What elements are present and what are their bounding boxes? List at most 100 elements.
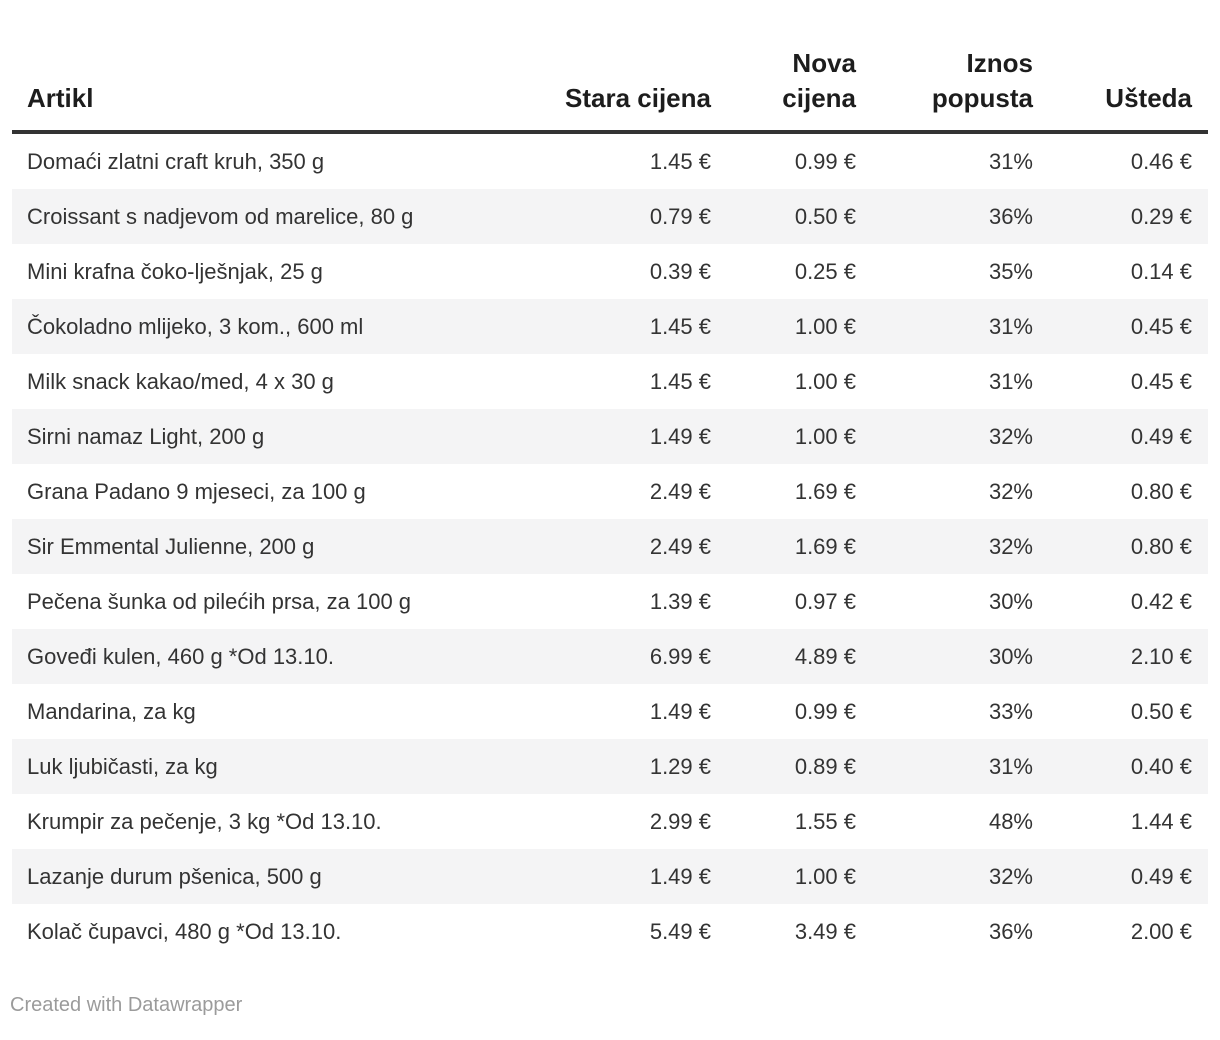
table-row: Sir Emmental Julienne, 200 g 2.49 € 1.69 €… <box>12 519 1208 574</box>
table-row: Sirni namaz Light, 200 g 1.49 € 1.00 € 32% 0… <box>12 409 1208 464</box>
table-row: Goveđi kulen, 460 g *Od 13.10. 6.99 € 4.89… <box>12 629 1208 684</box>
value-cell-stara-cijena: 0.39 € <box>649 259 711 284</box>
value-cell-usteda: 0.29 € <box>1130 204 1192 229</box>
value-cell-iznos-popusta: 35% <box>988 259 1033 284</box>
article-cell: Krumpir za pečenje, 3 kg *Od 13.10. <box>27 809 382 834</box>
value-cell-stara-cijena: 1.49 € <box>649 864 711 889</box>
value-cell-nova-cijena: 0.50 € <box>794 204 856 229</box>
value-cell-stara-cijena: 1.45 € <box>649 369 711 394</box>
value-cell-iznos-popusta: 31% <box>988 754 1033 779</box>
table-header: Artikl Stara cijena Nova cijena Iznos popus… <box>12 0 1208 134</box>
article-cell: Sir Emmental Julienne, 200 g <box>27 534 315 559</box>
value-cell-iznos-popusta: 31% <box>988 149 1033 174</box>
table-row: Kolač čupavci, 480 g *Od 13.10. 5.49 € 3.4… <box>12 904 1208 959</box>
value-cell-stara-cijena: 1.29 € <box>649 754 711 779</box>
value-cell-usteda: 0.50 € <box>1130 699 1192 724</box>
value-cell-usteda: 0.80 € <box>1130 479 1192 504</box>
value-cell-usteda: 0.45 € <box>1130 369 1192 394</box>
value-cell-iznos-popusta: 33% <box>988 699 1033 724</box>
value-cell-stara-cijena: 0.79 € <box>649 204 711 229</box>
value-cell-usteda: 0.14 € <box>1130 259 1192 284</box>
value-cell-iznos-popusta: 48% <box>988 809 1033 834</box>
value-cell-stara-cijena: 2.49 € <box>649 534 711 559</box>
article-cell: Mandarina, za kg <box>27 699 196 724</box>
article-cell: Čokoladno mlijeko, 3 kom., 600 ml <box>27 314 364 339</box>
value-cell-nova-cijena: 3.49 € <box>794 919 856 944</box>
value-cell-stara-cijena: 1.39 € <box>649 589 711 614</box>
article-cell: Mini krafna čoko-lješnjak, 25 g <box>27 259 323 284</box>
value-cell-stara-cijena: 2.49 € <box>649 479 711 504</box>
value-cell-nova-cijena: 1.00 € <box>794 864 856 889</box>
article-cell: Pečena šunka od pilećih prsa, za 100 g <box>27 589 412 614</box>
value-cell-usteda: 0.42 € <box>1130 589 1192 614</box>
column-header-usteda: Ušteda <box>1053 0 1208 134</box>
value-cell-usteda: 0.49 € <box>1130 864 1192 889</box>
value-cell-stara-cijena: 1.45 € <box>649 314 711 339</box>
value-cell-stara-cijena: 1.49 € <box>649 699 711 724</box>
value-cell-iznos-popusta: 32% <box>988 534 1033 559</box>
table-row: Mini krafna čoko-lješnjak, 25 g 0.39 € 0.2… <box>12 244 1208 299</box>
value-cell-usteda: 2.10 € <box>1130 644 1192 669</box>
article-cell: Lazanje durum pšenica, 500 g <box>27 864 322 889</box>
value-cell-iznos-popusta: 36% <box>988 919 1033 944</box>
value-cell-iznos-popusta: 31% <box>988 369 1033 394</box>
table-row: Grana Padano 9 mjeseci, za 100 g 2.49 € 1.… <box>12 464 1208 519</box>
datawrapper-credit-link[interactable]: Created with Datawrapper <box>10 994 243 1016</box>
value-cell-iznos-popusta: 36% <box>988 204 1033 229</box>
article-cell: Milk snack kakao/med, 4 x 30 g <box>27 369 334 394</box>
column-header-nova-cijena: Nova cijena <box>731 0 876 134</box>
value-cell-stara-cijena: 6.99 € <box>649 644 711 669</box>
table-row: Luk ljubičasti, za kg 1.29 € 0.89 € 31% 0.40… <box>12 739 1208 794</box>
value-cell-nova-cijena: 1.00 € <box>794 314 856 339</box>
value-cell-iznos-popusta: 30% <box>988 589 1033 614</box>
value-cell-stara-cijena: 2.99 € <box>649 809 711 834</box>
value-cell-stara-cijena: 5.49 € <box>649 919 711 944</box>
value-cell-usteda: 0.45 € <box>1130 314 1192 339</box>
table-row: Krumpir za pečenje, 3 kg *Od 13.10. 2.99 … <box>12 794 1208 849</box>
table-row: Čokoladno mlijeko, 3 kom., 600 ml 1.45 € 1… <box>12 299 1208 354</box>
article-cell: Grana Padano 9 mjeseci, za 100 g <box>27 479 366 504</box>
value-cell-usteda: 0.49 € <box>1130 424 1192 449</box>
value-cell-stara-cijena: 1.49 € <box>649 424 711 449</box>
value-cell-usteda: 0.80 € <box>1130 534 1192 559</box>
header-row: Artikl Stara cijena Nova cijena Iznos popus… <box>12 0 1208 134</box>
value-cell-iznos-popusta: 32% <box>988 479 1033 504</box>
value-cell-nova-cijena: 1.69 € <box>794 479 856 504</box>
discount-table: Artikl Stara cijena Nova cijena Iznos popus… <box>12 0 1208 959</box>
value-cell-usteda: 1.44 € <box>1130 809 1192 834</box>
value-cell-stara-cijena: 1.45 € <box>649 149 711 174</box>
table-row: Milk snack kakao/med, 4 x 30 g 1.45 € 1.00… <box>12 354 1208 409</box>
column-header-iznos-popusta: Iznos popusta <box>876 0 1053 134</box>
value-cell-nova-cijena: 0.25 € <box>794 259 856 284</box>
value-cell-nova-cijena: 1.00 € <box>794 369 856 394</box>
value-cell-nova-cijena: 1.00 € <box>794 424 856 449</box>
article-cell: Kolač čupavci, 480 g *Od 13.10. <box>27 919 342 944</box>
article-cell: Sirni namaz Light, 200 g <box>27 424 265 449</box>
article-cell: Domaći zlatni craft kruh, 350 g <box>27 149 325 174</box>
value-cell-iznos-popusta: 31% <box>988 314 1033 339</box>
table-row: Lazanje durum pšenica, 500 g 1.49 € 1.00 €… <box>12 849 1208 904</box>
value-cell-nova-cijena: 0.99 € <box>794 699 856 724</box>
value-cell-nova-cijena: 4.89 € <box>794 644 856 669</box>
value-cell-nova-cijena: 0.99 € <box>794 149 856 174</box>
article-cell: Luk ljubičasti, za kg <box>27 754 218 779</box>
article-cell: Goveđi kulen, 460 g *Od 13.10. <box>27 644 334 669</box>
table-row: Croissant s nadjevom od marelice, 80 g 0.… <box>12 189 1208 244</box>
table-row: Mandarina, za kg 1.49 € 0.99 € 33% 0.50 € <box>12 684 1208 739</box>
value-cell-usteda: 0.46 € <box>1130 149 1192 174</box>
value-cell-nova-cijena: 1.55 € <box>794 809 856 834</box>
value-cell-iznos-popusta: 32% <box>988 864 1033 889</box>
table-body: Domaći zlatni craft kruh, 350 g 1.45 € 0.9… <box>12 132 1208 959</box>
value-cell-usteda: 2.00 € <box>1130 919 1192 944</box>
table-row: Pečena šunka od pilećih prsa, za 100 g 1.… <box>12 574 1208 629</box>
value-cell-iznos-popusta: 30% <box>988 644 1033 669</box>
value-cell-nova-cijena: 0.89 € <box>794 754 856 779</box>
footer: Created with Datawrapper <box>10 993 1208 1018</box>
article-cell: Croissant s nadjevom od marelice, 80 g <box>27 204 414 229</box>
table-row: Domaći zlatni craft kruh, 350 g 1.45 € 0.9… <box>12 132 1208 189</box>
value-cell-usteda: 0.40 € <box>1130 754 1192 779</box>
column-header-stara-cijena: Stara cijena <box>560 0 731 134</box>
page: Artikl Stara cijena Nova cijena Iznos popus… <box>10 0 1208 1018</box>
value-cell-nova-cijena: 1.69 € <box>794 534 856 559</box>
column-header-artikl: Artikl <box>12 0 560 134</box>
